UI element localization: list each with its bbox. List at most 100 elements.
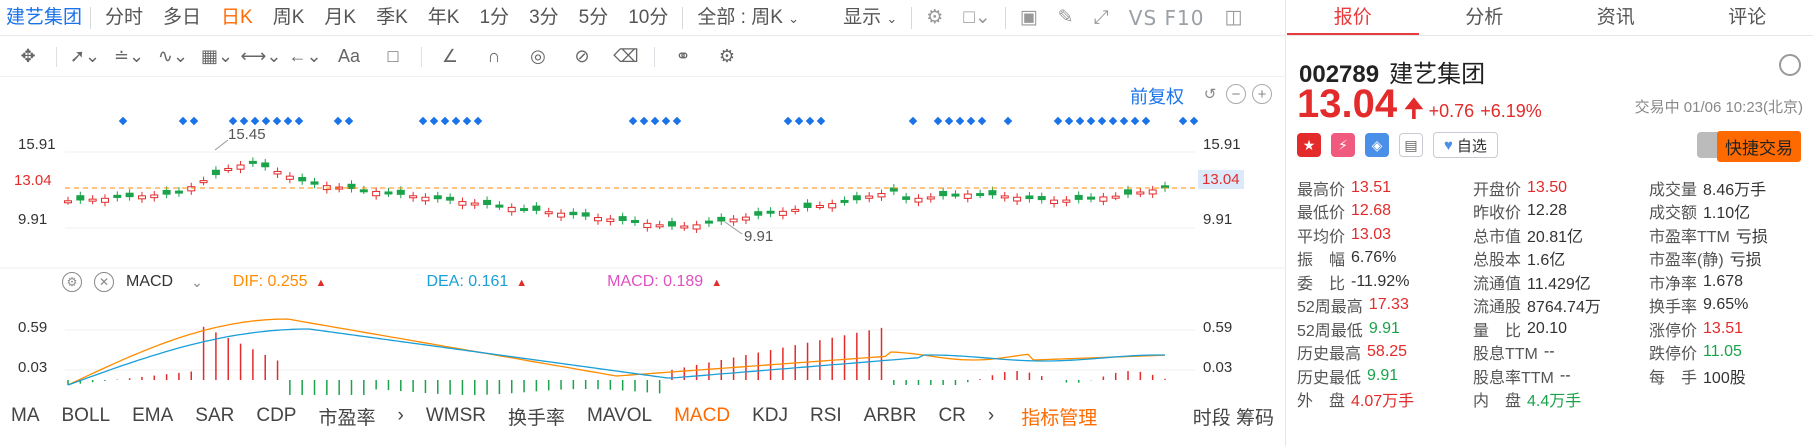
indicator-tab-active[interactable]: MACD [674, 405, 731, 426]
indicator-tab[interactable]: EMA [132, 405, 174, 426]
indicator-tab[interactable]: ARBR [863, 405, 917, 426]
range-tool-icon[interactable]: ⟷⌄ [240, 46, 282, 66]
candle-down [1025, 195, 1034, 200]
vs-f10-button[interactable]: VS F10 [1128, 5, 1205, 30]
chevron-down-icon[interactable]: ⌄ [191, 273, 203, 290]
range-select[interactable]: 全部 : 周K ⌄ [687, 0, 809, 36]
candle-down [211, 169, 220, 176]
tab-comments[interactable]: 评论 [1728, 7, 1767, 28]
candle-up [285, 175, 294, 180]
close-icon[interactable]: ✕ [94, 272, 114, 292]
candle-down [618, 216, 627, 221]
tab-analysis[interactable]: 分析 [1465, 7, 1504, 28]
stat-label: 总市值 [1473, 228, 1522, 246]
channel-tool-icon[interactable]: ≐⌄ [113, 46, 145, 66]
eye-icon[interactable]: ◎ [530, 46, 546, 66]
period-tab[interactable]: 年K [427, 6, 460, 28]
tab-news[interactable]: 资讯 [1596, 7, 1635, 28]
indicator-tab[interactable]: RSI [809, 405, 842, 426]
indicator-tab[interactable]: MA [11, 405, 40, 426]
candle-down [852, 195, 861, 201]
candle-down [569, 211, 578, 216]
stat-cell: 股息率TTM -- [1473, 364, 1649, 388]
stat-label: 52周最低 [1297, 322, 1363, 340]
move-icon[interactable]: ✥ [20, 46, 36, 66]
stat-cell: 跌停价 11.05 [1649, 341, 1807, 365]
arrow-tool-icon[interactable]: ←⌄ [288, 46, 322, 66]
comment-tool-icon[interactable]: □ [387, 46, 399, 66]
indicator-tab[interactable]: 换手率 [507, 407, 565, 429]
period-tab[interactable]: 分时 [105, 6, 144, 28]
up-triangle-icon: ▲ [711, 277, 723, 289]
tab-quote[interactable]: 报价 [1287, 0, 1419, 35]
indicator-tab[interactable]: CDP [256, 405, 297, 426]
angle-tool-icon[interactable]: ∠ [441, 46, 459, 66]
reset-icon[interactable]: ↺ [1203, 85, 1217, 103]
gear-icon[interactable] [1779, 54, 1801, 76]
settings-icon[interactable]: ⚙ [926, 6, 944, 28]
period-tab[interactable]: 周K [272, 6, 305, 28]
indicator-tab[interactable]: BOLL [61, 405, 111, 426]
add-watchlist-button[interactable]: ♥ 自选 [1433, 132, 1498, 158]
period-tab[interactable]: 3分 [529, 6, 559, 28]
settings-icon[interactable]: ⚙ [62, 272, 82, 292]
indicator-tab[interactable]: 市盈率 [318, 407, 376, 429]
adjust-select[interactable]: 前复权 [1130, 87, 1184, 107]
settings-icon[interactable]: ⚙ [718, 46, 736, 66]
indicator-name[interactable]: MACD [126, 273, 174, 290]
square-select-icon[interactable]: □⌄ [963, 6, 991, 28]
period-tab[interactable]: 季K [376, 6, 408, 28]
period-tab[interactable]: 10分 [628, 6, 669, 28]
indicator-tab[interactable]: WMSR [425, 405, 486, 426]
china-flag-icon[interactable]: ★ [1297, 133, 1321, 157]
candle-up [137, 195, 146, 200]
chevron-right-icon[interactable]: › [397, 405, 404, 426]
stat-label: 昨收价 [1473, 205, 1522, 223]
magnet-icon[interactable]: ∩ [487, 46, 501, 66]
hide-icon[interactable]: ⊘ [574, 46, 590, 66]
candle-down [976, 193, 985, 197]
chevron-right-icon[interactable]: › [987, 405, 995, 426]
camera-icon[interactable]: ▣ [1019, 6, 1038, 28]
indicator-manage-button[interactable]: 指标管理 [1021, 407, 1098, 429]
period-tab[interactable]: 多日 [163, 6, 202, 28]
display-select[interactable]: 显示 ⌄ [833, 0, 907, 36]
dea-value: DEA: 0.161 ▲ [426, 273, 527, 291]
event-marker-icon [650, 116, 660, 126]
fullscreen-icon[interactable]: ⤢ [1093, 6, 1109, 28]
high-marker-label: 15.45 [228, 126, 266, 143]
pen-icon[interactable]: ✎ [1057, 6, 1074, 28]
candle-up [741, 216, 750, 221]
doc-icon[interactable]: ▤ [1399, 133, 1423, 157]
trash-icon[interactable]: ⌫ [613, 46, 639, 66]
quick-trade-button[interactable]: 快捷交易 [1717, 131, 1801, 162]
period-tab[interactable]: 5分 [578, 6, 609, 28]
high-leader-line [214, 139, 229, 151]
zoom-in-icon[interactable]: + [1252, 84, 1272, 104]
wave-tool-icon[interactable]: ∿⌄ [157, 46, 189, 66]
lightning-icon[interactable]: ⚡ [1331, 133, 1355, 157]
period-tab[interactable]: 月K [324, 6, 357, 28]
indicator-tab[interactable]: KDJ [752, 405, 788, 426]
stock-name-tab[interactable]: 建艺集团 [6, 6, 83, 28]
period-chip-toggle[interactable]: 时段 筹码 [1192, 407, 1274, 429]
measure-tool-icon[interactable]: ▦⌄ [200, 46, 234, 66]
indicator-tab[interactable]: SAR [195, 405, 235, 426]
indicator-tab[interactable]: MAVOL [587, 405, 653, 426]
line-tool-icon[interactable]: ➚⌄ [69, 46, 101, 66]
tag-icon[interactable]: ◈ [1365, 133, 1389, 157]
stat-label: 成交量 [1649, 181, 1698, 199]
period-tab-active[interactable]: 日K [221, 6, 253, 28]
text-tool-icon[interactable]: Aa [337, 46, 361, 66]
zoom-out-icon[interactable]: − [1226, 84, 1246, 104]
link-icon[interactable]: ⚭ [675, 46, 691, 66]
candle-down [667, 221, 676, 227]
candlestick-chart[interactable] [0, 0, 1286, 446]
event-marker-icon [977, 116, 987, 126]
panel-toggle-icon[interactable]: ◫ [1224, 6, 1243, 28]
stat-value: 13.50 [1527, 178, 1568, 196]
event-marker-icon [344, 116, 354, 126]
indicator-tab[interactable]: CR [938, 405, 966, 426]
candle-up [273, 170, 282, 175]
period-tab[interactable]: 1分 [479, 6, 510, 28]
